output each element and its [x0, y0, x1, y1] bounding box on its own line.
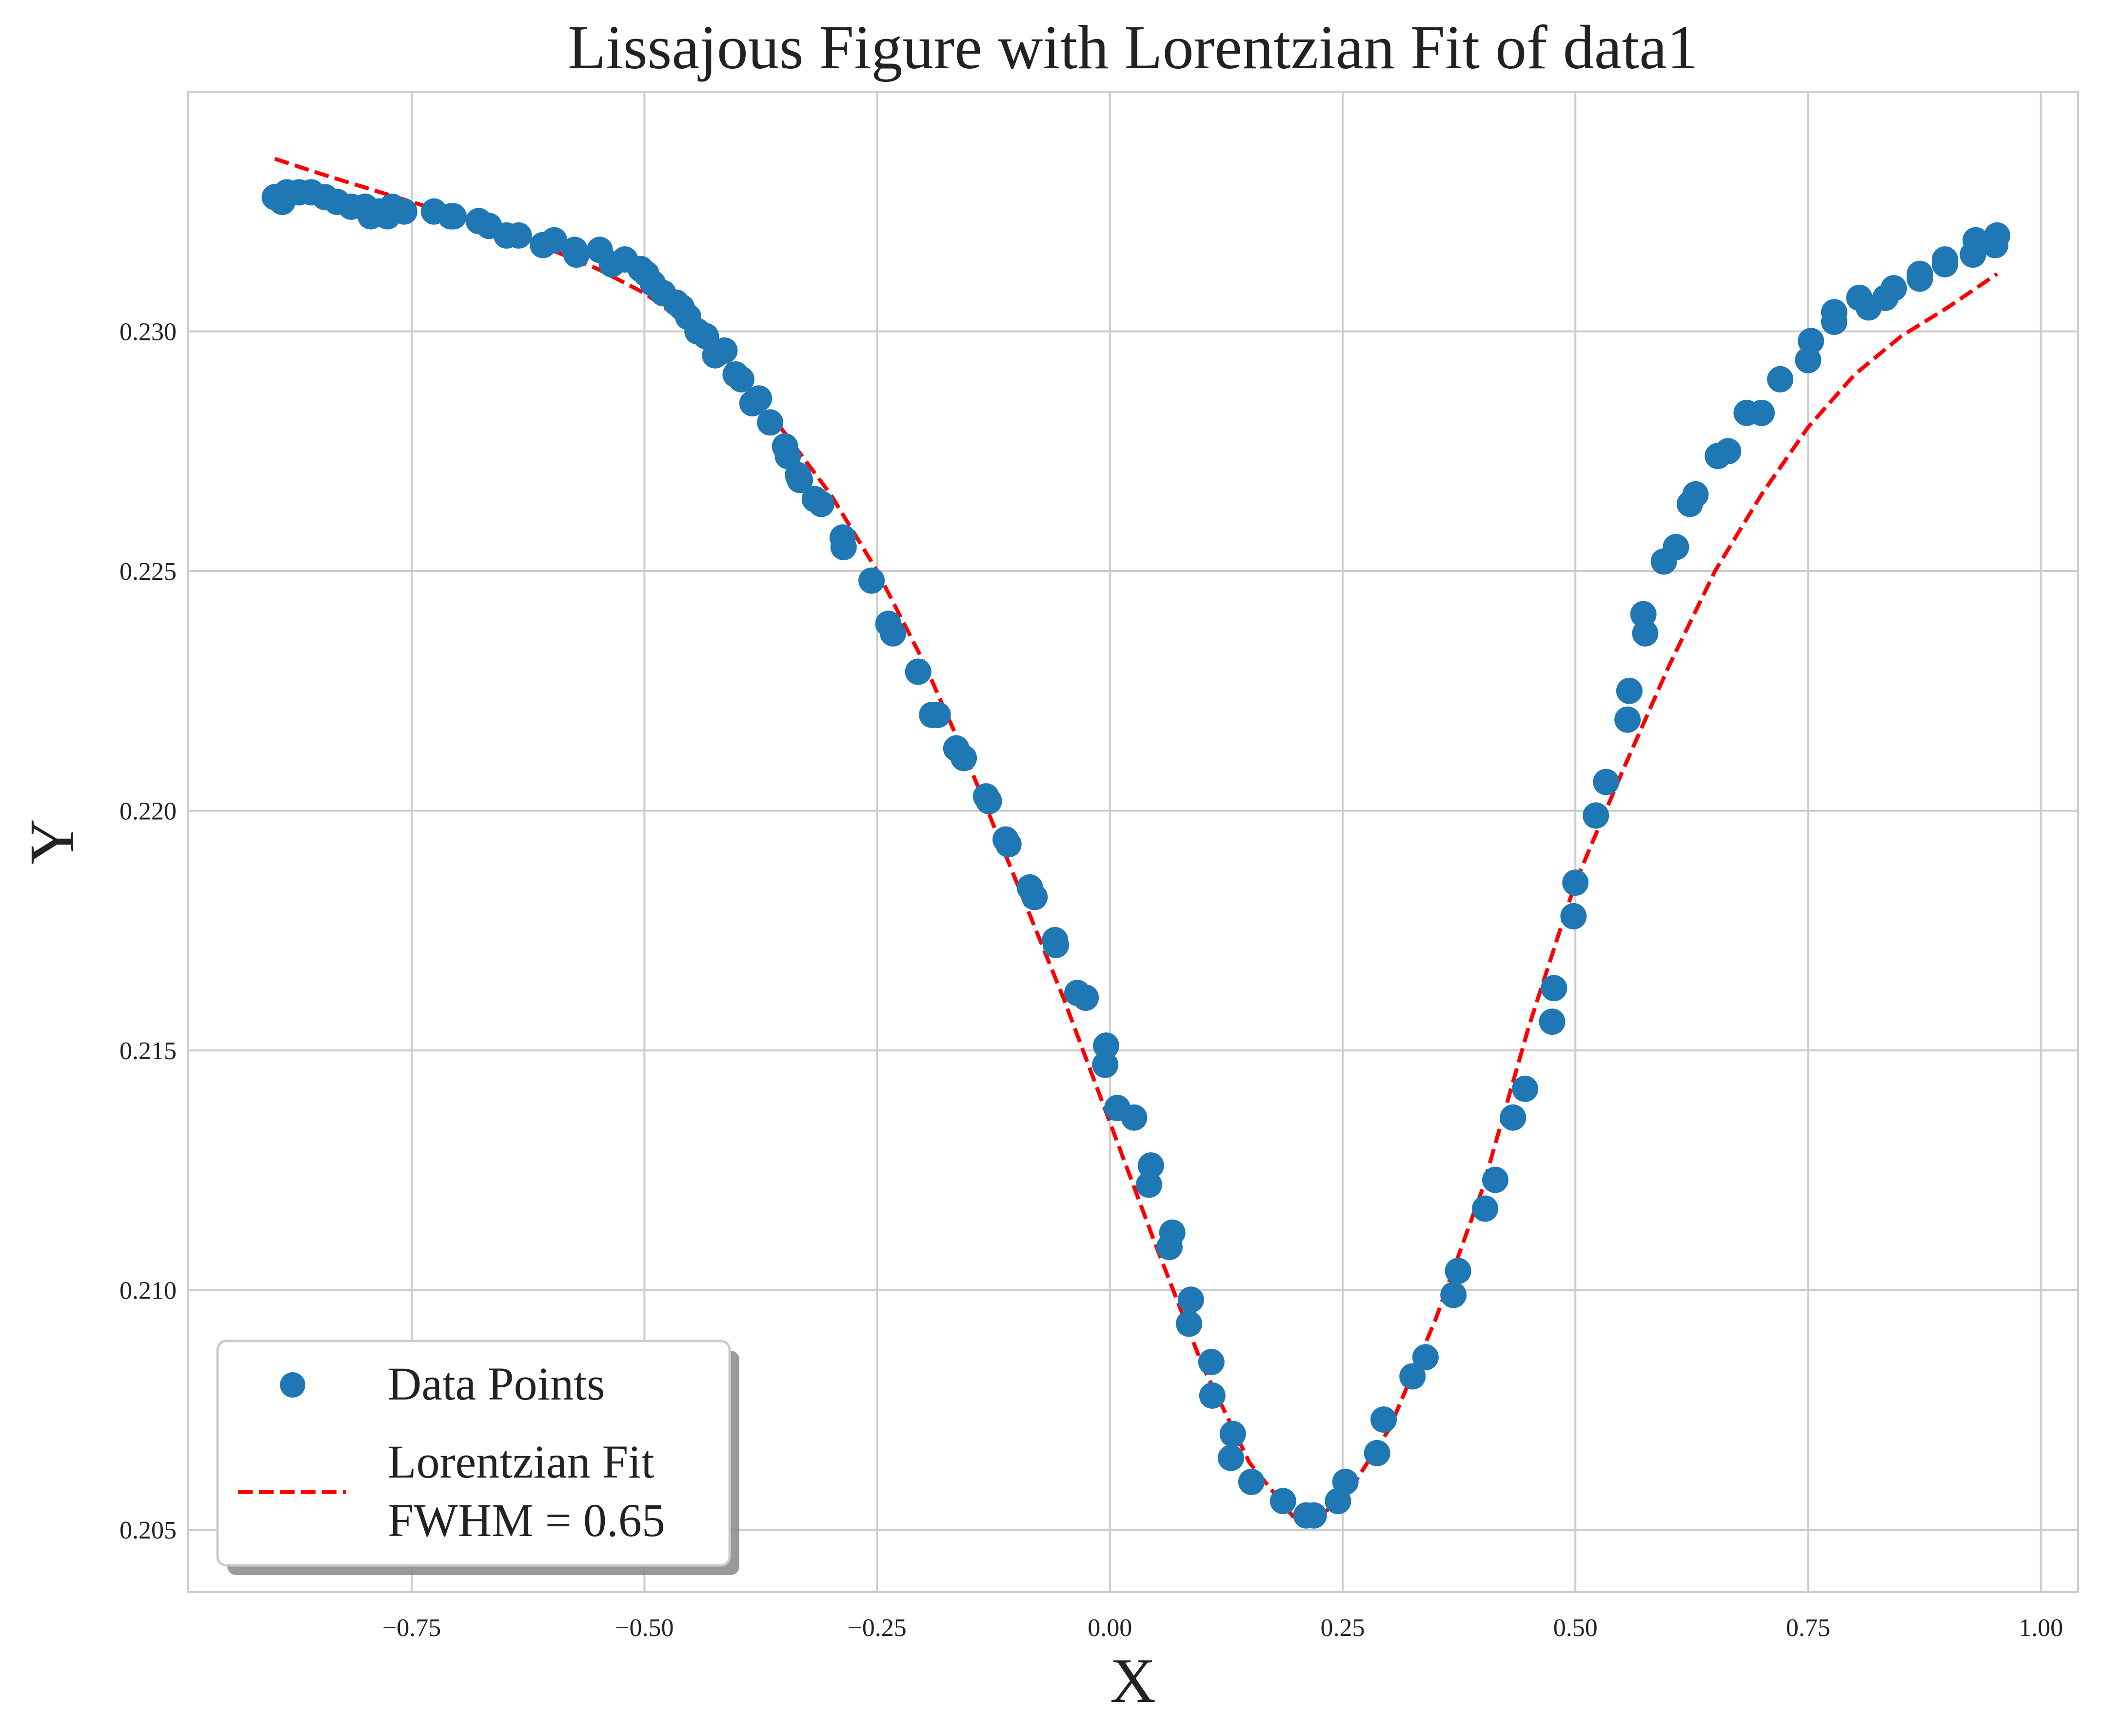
- data-point: [1482, 1166, 1508, 1193]
- legend: Data Points Lorentzian Fit FWHM = 0.65: [216, 1340, 739, 1575]
- legend-data-points-marker: [280, 1372, 305, 1398]
- x-axis-label: X: [1110, 1646, 1156, 1716]
- data-point: [1092, 1051, 1119, 1078]
- data-point: [1156, 1234, 1183, 1261]
- data-point: [1821, 299, 1847, 326]
- y-tick-label: 0.205: [119, 1517, 177, 1544]
- data-point: [1399, 1363, 1426, 1390]
- data-point: [858, 567, 885, 594]
- data-point: [1748, 399, 1775, 426]
- x-tick-label: 0.50: [1553, 1614, 1598, 1642]
- data-point: [1072, 985, 1099, 1011]
- data-point: [1512, 1075, 1539, 1102]
- legend-fit-label-line: Lorentzian Fit: [388, 1436, 654, 1488]
- data-point: [880, 620, 906, 647]
- x-tick-label: 0.75: [1786, 1614, 1830, 1642]
- y-tick-label: 0.220: [119, 798, 177, 826]
- data-point: [1269, 1488, 1296, 1515]
- data-point: [1219, 1420, 1246, 1447]
- data-point: [1300, 1502, 1327, 1529]
- plot-area-frame: [187, 91, 2079, 1593]
- chart-title: Lissajous Figure with Lorentzian Fit of …: [568, 13, 1698, 82]
- legend-data-points-label: Data Points: [388, 1358, 605, 1410]
- y-tick-label: 0.230: [119, 318, 177, 346]
- data-point: [1500, 1104, 1527, 1131]
- data-point: [1983, 222, 2010, 249]
- data-point: [1715, 438, 1742, 465]
- data-point: [1541, 975, 1567, 1002]
- data-point: [1238, 1468, 1265, 1495]
- data-point: [440, 203, 467, 230]
- data-point: [1632, 620, 1659, 647]
- x-tick-label: 0.00: [1088, 1614, 1132, 1642]
- legend-fit-label-line: FWHM = 0.65: [388, 1494, 665, 1546]
- data-point: [1445, 1258, 1471, 1284]
- data-point: [391, 198, 417, 225]
- data-point: [1199, 1382, 1226, 1409]
- data-point: [1440, 1282, 1467, 1308]
- data-point: [1614, 706, 1641, 733]
- data-point: [1137, 1152, 1164, 1179]
- x-tick-label: −0.50: [615, 1614, 674, 1642]
- x-tick-label: 0.25: [1320, 1614, 1365, 1642]
- data-point: [830, 533, 857, 560]
- data-point: [1217, 1444, 1244, 1471]
- x-tick-label: −0.25: [848, 1614, 906, 1642]
- y-tick-label: 0.215: [119, 1037, 177, 1065]
- data-point: [924, 702, 951, 728]
- data-point: [1043, 931, 1070, 958]
- data-point: [563, 241, 590, 268]
- data-point: [1093, 1032, 1120, 1059]
- data-point: [1364, 1440, 1390, 1466]
- data-point: [1539, 1008, 1566, 1035]
- data-point: [1616, 677, 1643, 704]
- data-point: [757, 409, 783, 436]
- data-point: [975, 788, 1002, 814]
- data-point: [1370, 1406, 1397, 1433]
- data-point: [787, 467, 813, 493]
- data-point: [808, 491, 834, 517]
- data-point: [505, 222, 532, 249]
- x-tick-label: 1.00: [2019, 1614, 2063, 1642]
- y-axis-label: Y: [17, 819, 87, 865]
- data-point: [1767, 366, 1794, 393]
- y-tick-labels: 0.205 0.210 0.215 0.220 0.225 0.230: [119, 318, 177, 1545]
- data-point: [1682, 481, 1709, 508]
- data-point: [1583, 802, 1609, 829]
- data-point: [1663, 533, 1689, 560]
- data-point: [1881, 275, 1907, 302]
- data-point: [728, 366, 754, 393]
- data-point: [1121, 1104, 1148, 1131]
- data-point: [541, 227, 568, 254]
- data-point: [1630, 601, 1657, 628]
- data-point: [995, 831, 1022, 858]
- x-tick-labels: −0.75 −0.50 −0.25 0.00 0.25 0.50 0.75 1.00: [382, 1614, 2063, 1642]
- data-point: [1906, 260, 1933, 287]
- data-point: [1798, 328, 1824, 355]
- data-point: [1472, 1195, 1499, 1222]
- x-tick-label: −0.75: [382, 1614, 441, 1642]
- data-point: [1177, 1286, 1204, 1313]
- data-point: [1021, 884, 1048, 910]
- y-tick-label: 0.225: [119, 558, 177, 586]
- data-point: [951, 745, 977, 771]
- data-point: [905, 658, 932, 685]
- data-point: [1176, 1310, 1202, 1337]
- data-point: [1198, 1349, 1225, 1376]
- data-point: [746, 385, 773, 412]
- y-tick-label: 0.210: [119, 1277, 177, 1305]
- data-point: [1562, 869, 1589, 896]
- data-point: [1560, 903, 1587, 929]
- legend-fit-label: Lorentzian Fit FWHM = 0.65: [388, 1436, 665, 1546]
- data-point: [1332, 1468, 1359, 1495]
- data-point: [1593, 769, 1620, 795]
- legend-box: [216, 1340, 731, 1567]
- data-point: [1136, 1171, 1162, 1198]
- data-point: [711, 337, 738, 364]
- data-points-layer: [261, 179, 2010, 1529]
- data-point: [1932, 246, 1958, 273]
- data-point: [1412, 1344, 1439, 1371]
